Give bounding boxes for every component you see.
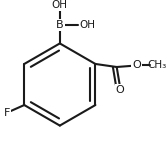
Text: OH: OH [79,20,95,30]
Text: CH₃: CH₃ [147,61,167,70]
Text: OH: OH [52,0,68,10]
Text: O: O [115,85,124,95]
Text: B: B [56,20,64,30]
Text: F: F [4,108,10,118]
Text: O: O [132,61,141,70]
